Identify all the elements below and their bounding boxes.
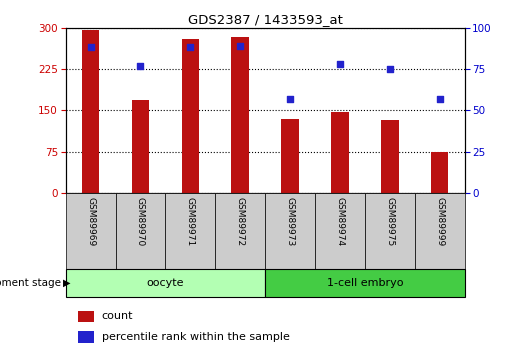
Bar: [315, 193, 365, 269]
Point: [436, 96, 444, 101]
Bar: [415, 193, 465, 269]
Bar: [281, 119, 299, 193]
Point: [186, 45, 194, 50]
Bar: [132, 100, 149, 193]
Text: GSM89971: GSM89971: [186, 197, 195, 246]
Bar: [231, 37, 249, 193]
Bar: [78, 310, 93, 322]
Text: GSM89974: GSM89974: [335, 197, 344, 246]
Text: GSM89970: GSM89970: [136, 197, 145, 246]
Bar: [431, 152, 448, 193]
Bar: [265, 193, 315, 269]
Bar: [331, 111, 348, 193]
Bar: [82, 30, 99, 193]
Bar: [166, 193, 215, 269]
Point: [336, 61, 344, 67]
Point: [236, 43, 244, 49]
Text: ▶: ▶: [63, 278, 71, 288]
Bar: [116, 193, 166, 269]
Point: [386, 66, 394, 72]
Text: GSM89972: GSM89972: [236, 197, 245, 246]
Text: percentile rank within the sample: percentile rank within the sample: [102, 332, 289, 342]
Bar: [78, 331, 93, 343]
Point: [86, 45, 94, 50]
Text: development stage: development stage: [0, 278, 61, 288]
Bar: [265, 269, 465, 297]
Text: GSM89973: GSM89973: [285, 197, 294, 246]
Bar: [215, 193, 265, 269]
Bar: [365, 193, 415, 269]
Text: count: count: [102, 312, 133, 322]
Bar: [66, 193, 116, 269]
Bar: [66, 269, 265, 297]
Text: GSM89999: GSM89999: [435, 197, 444, 246]
Text: GSM89969: GSM89969: [86, 197, 95, 246]
Point: [136, 63, 144, 68]
Point: [286, 96, 294, 101]
Text: GSM89975: GSM89975: [385, 197, 394, 246]
Text: oocyte: oocyte: [146, 278, 184, 288]
Bar: [381, 120, 398, 193]
Title: GDS2387 / 1433593_at: GDS2387 / 1433593_at: [188, 13, 342, 27]
Bar: [182, 39, 199, 193]
Text: 1-cell embryo: 1-cell embryo: [327, 278, 403, 288]
